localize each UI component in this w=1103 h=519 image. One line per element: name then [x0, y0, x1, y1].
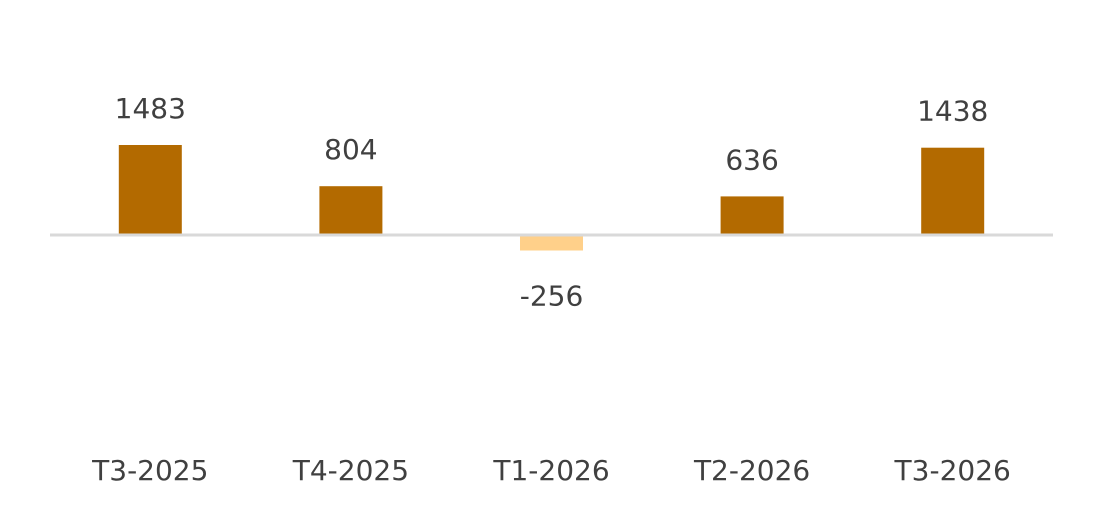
x-axis-tick-labels: T3-2025 T4-2025 T1-2026 T2-2026 T3-2026: [91, 454, 1011, 487]
bar-T2-2026: [720, 196, 784, 235]
x-tick-label-T4-2025: T4-2025: [292, 454, 409, 487]
x-tick-label-T3-2025: T3-2025: [91, 454, 208, 487]
data-label-T2-2026: 636: [725, 143, 778, 176]
bars-group: [118, 145, 985, 251]
data-label-T1-2026: -256: [520, 280, 584, 313]
data-label-T3-2026: 1438: [917, 95, 988, 128]
x-tick-label-T2-2026: T2-2026: [693, 454, 810, 487]
x-tick-label-T3-2026: T3-2026: [894, 454, 1011, 487]
bar-T3-2026: [921, 147, 985, 235]
data-label-T4-2025: 804: [324, 133, 377, 166]
bar-T1-2026: [520, 235, 583, 251]
data-label-T3-2025: 1483: [115, 92, 186, 125]
bar-T3-2025: [118, 145, 182, 235]
x-tick-label-T1-2026: T1-2026: [492, 454, 609, 487]
bar-T4-2025: [319, 186, 383, 235]
data-labels-group: 1483 804 -256 636 1438: [115, 92, 989, 313]
